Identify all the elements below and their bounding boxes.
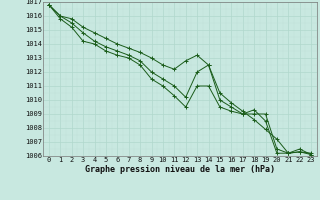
X-axis label: Graphe pression niveau de la mer (hPa): Graphe pression niveau de la mer (hPa) <box>85 165 275 174</box>
